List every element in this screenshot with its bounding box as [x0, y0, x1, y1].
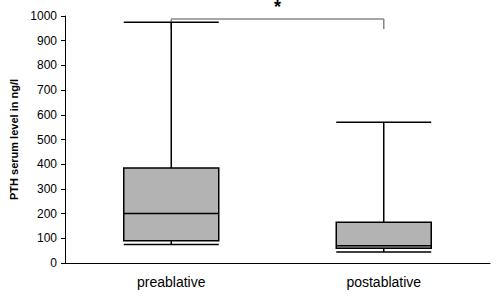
svg-text:preablative: preablative	[137, 274, 206, 290]
svg-text:500: 500	[37, 133, 57, 147]
svg-text:*: *	[274, 0, 281, 17]
svg-text:800: 800	[37, 58, 57, 72]
svg-text:postablative: postablative	[346, 274, 421, 290]
svg-text:PTH serum level in ng/l: PTH serum level in ng/l	[8, 79, 20, 200]
svg-text:400: 400	[37, 157, 57, 171]
svg-text:200: 200	[37, 207, 57, 221]
svg-text:1000: 1000	[30, 9, 57, 23]
svg-text:600: 600	[37, 108, 57, 122]
svg-text:900: 900	[37, 34, 57, 48]
svg-text:700: 700	[37, 83, 57, 97]
svg-text:100: 100	[37, 231, 57, 245]
svg-text:300: 300	[37, 182, 57, 196]
svg-text:0: 0	[50, 256, 57, 270]
